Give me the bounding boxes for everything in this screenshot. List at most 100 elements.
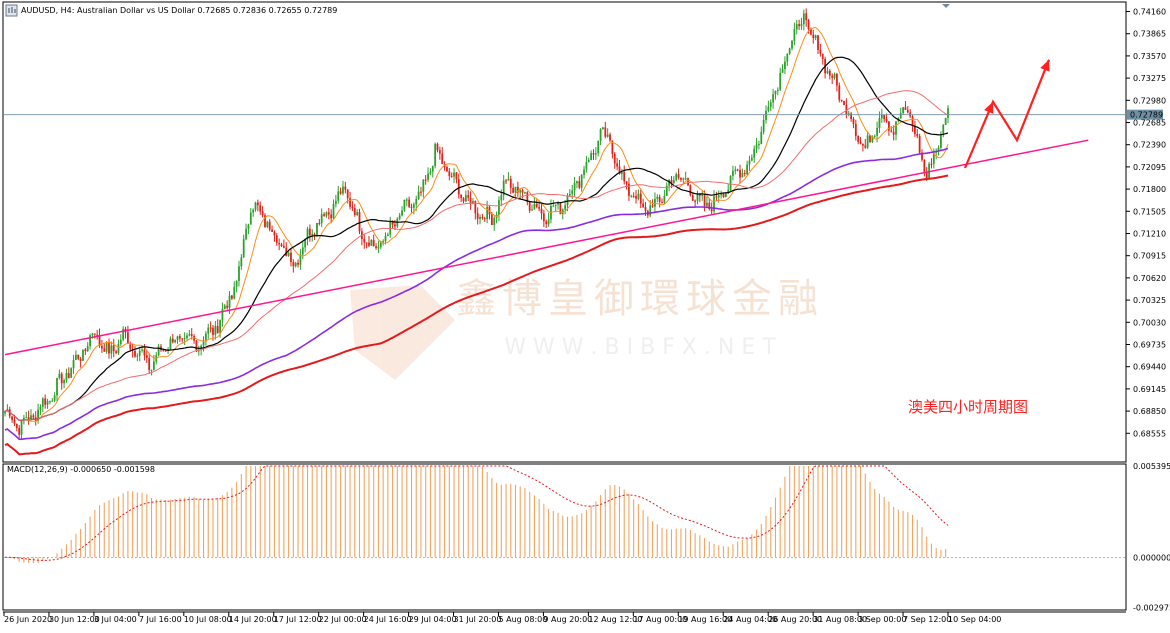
candle-body — [805, 13, 808, 21]
candle-body — [528, 201, 531, 211]
candle-body — [854, 123, 857, 137]
price-tick-label: 0.70620 — [1133, 274, 1166, 283]
time-tick-label: 3 Sep 00:00 — [858, 615, 906, 624]
candle-body — [325, 212, 328, 216]
candle-body — [49, 401, 51, 403]
candle-body — [795, 24, 798, 30]
chart-annotation: 澳美四小时周期图 — [908, 398, 1028, 416]
ma-60-line — [4, 90, 949, 421]
candle-body — [521, 190, 524, 193]
time-tick-label: 12 Aug 12:00 — [588, 615, 642, 624]
candle-body — [862, 143, 864, 146]
candle-body — [259, 205, 262, 212]
candle-body — [129, 343, 132, 350]
candle-body — [599, 129, 602, 141]
candle-body — [784, 61, 786, 70]
candle-body — [552, 205, 555, 207]
candle-body — [372, 240, 375, 247]
candle-body — [656, 197, 659, 199]
candle-body — [857, 136, 860, 142]
candle-body — [585, 162, 588, 170]
candle-body — [505, 180, 507, 182]
candle-body — [313, 233, 316, 235]
candle-body — [769, 102, 772, 107]
candle-body — [261, 211, 264, 216]
price-tick-label: 0.71800 — [1133, 185, 1166, 194]
candle-body — [604, 127, 607, 137]
candle-body — [916, 133, 919, 137]
candle-body — [216, 325, 219, 334]
ma-120-line — [4, 147, 949, 441]
candle-body — [545, 221, 548, 224]
price-tick-label: 0.72685 — [1133, 119, 1166, 128]
candle-body — [271, 229, 273, 232]
candle-body — [382, 241, 385, 243]
candle-body — [732, 170, 734, 176]
candle-body — [294, 262, 297, 267]
candle-body — [318, 223, 321, 225]
candle-body — [734, 169, 737, 171]
candle-body — [682, 178, 685, 180]
candle-body — [51, 400, 54, 402]
candle-body — [597, 140, 600, 154]
price-tick-label: 0.71505 — [1133, 207, 1166, 216]
price-tick-label: 0.69735 — [1133, 340, 1166, 349]
candle-body — [765, 110, 767, 121]
candle-body — [398, 215, 401, 219]
candle-body — [925, 171, 928, 178]
candle-body — [902, 107, 904, 114]
candle-body — [417, 191, 420, 200]
candle-body — [174, 339, 177, 343]
candle-body — [23, 417, 25, 420]
candle-body — [869, 135, 871, 142]
candle-body — [566, 195, 569, 206]
candle-body — [538, 206, 541, 209]
ma-10-line — [4, 26, 949, 422]
candle-body — [722, 193, 725, 198]
candle-body — [814, 35, 817, 39]
macd-tick-label: 0.000000 — [1133, 553, 1170, 562]
candle-body — [190, 334, 193, 336]
candle-body — [330, 214, 333, 219]
candle-body — [672, 180, 675, 184]
candle-body — [171, 338, 174, 343]
current-price-tag — [1127, 109, 1163, 120]
candle-body — [342, 186, 344, 194]
candle-body — [883, 114, 886, 120]
shift-marker-icon[interactable] — [942, 4, 950, 8]
candle-body — [836, 73, 838, 86]
candle-body — [30, 415, 32, 420]
candle-body — [609, 134, 611, 141]
chart-title: AUDUSD, H4: Australian Dollar vs US Doll… — [21, 6, 337, 15]
candle-body — [56, 377, 58, 396]
candle-body — [91, 333, 94, 336]
candle-body — [630, 195, 633, 197]
candle-body — [431, 166, 434, 172]
candle-body — [474, 201, 477, 214]
candle-body — [819, 49, 822, 54]
candle-body — [479, 216, 481, 219]
candle-body — [864, 145, 867, 148]
candle-body — [840, 99, 843, 101]
ma-160-line — [4, 174, 949, 456]
candle-body — [791, 40, 793, 49]
candle-body — [212, 327, 214, 335]
candle-body — [323, 214, 325, 216]
price-tick-label: 0.72390 — [1133, 141, 1166, 150]
candle-body — [11, 416, 13, 420]
watermark-text: 鑫博皇御環球金融 — [456, 276, 824, 322]
candle-body — [713, 196, 715, 212]
time-tick-label: 19 Aug 16:00 — [678, 615, 732, 624]
candle-body — [408, 199, 411, 207]
candle-body — [110, 345, 113, 354]
time-tick-label: 24 Aug 04:00 — [723, 615, 777, 624]
candle-body — [512, 187, 515, 193]
candle-body — [384, 235, 387, 242]
candle-body — [285, 247, 288, 257]
candle-body — [176, 336, 179, 340]
candle-body — [138, 350, 141, 356]
candle-body — [145, 355, 148, 358]
candle-body — [209, 327, 212, 329]
current-price-label: 0.72789 — [1130, 111, 1163, 120]
candle-body — [531, 209, 533, 211]
